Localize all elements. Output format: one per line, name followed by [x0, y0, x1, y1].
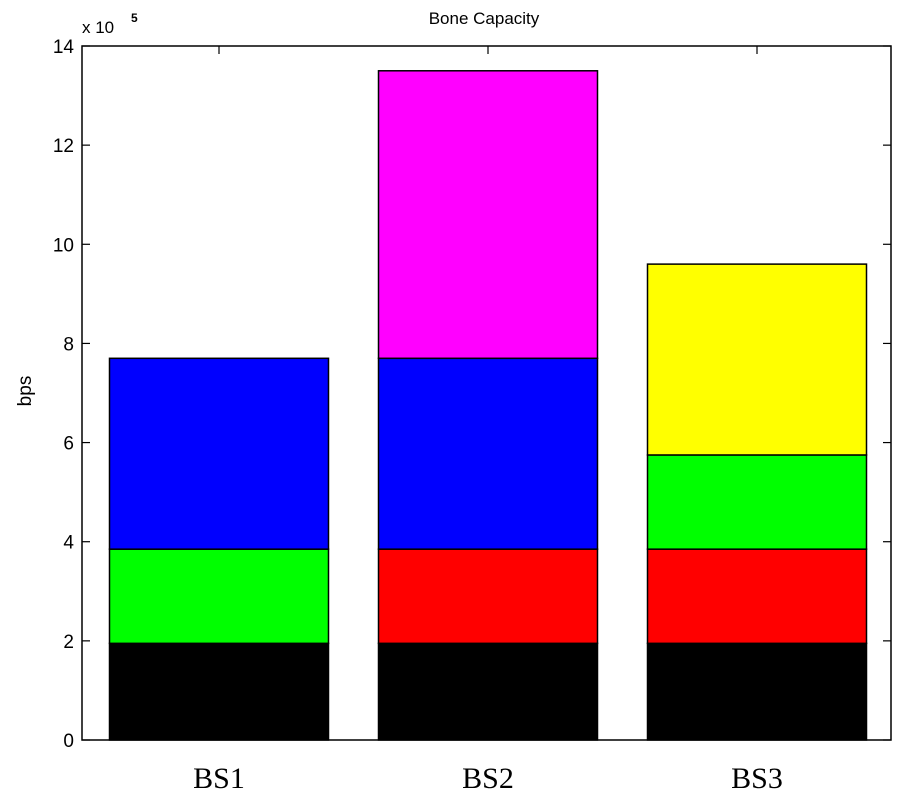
bar-segment-bs1-3	[108, 357, 330, 550]
bar-segment-bs3-4	[646, 263, 868, 456]
y-axis-multiplier-exponent: 5	[131, 11, 138, 25]
x-tick-label: BS2	[462, 762, 514, 795]
y-tick-label: 8	[63, 334, 74, 355]
y-tick-label: 14	[53, 37, 75, 58]
chart-title: Bone Capacity	[429, 9, 540, 28]
y-tick-label: 4	[63, 533, 74, 554]
y-axis-label: bps	[15, 376, 36, 407]
y-tick-label: 0	[63, 731, 74, 752]
ticks-layer: BS1 BS2 BS3 0 2 4 6 8 10 12 14	[53, 37, 891, 795]
bar-segment-bs3-1	[646, 642, 868, 741]
x-tick-label: BS1	[193, 762, 245, 795]
y-tick-label: 12	[53, 136, 74, 157]
bar-segment-bs2-4	[377, 70, 599, 360]
bar-segment-bs2-1	[377, 642, 599, 741]
bar-segment-bs3-2	[646, 548, 868, 645]
x-tick-label: BS3	[731, 762, 783, 795]
bar-segment-bs1-2	[108, 548, 330, 645]
bar-segment-bs2-3	[377, 357, 599, 550]
bars-layer	[108, 70, 868, 741]
y-tick-label: 6	[63, 434, 74, 455]
plot-frame	[81, 45, 892, 741]
bar-segment-bs1-1	[108, 642, 330, 741]
y-tick-label: 2	[63, 632, 74, 653]
bar-segment-bs2-2	[377, 548, 599, 645]
y-tick-label: 10	[53, 235, 74, 256]
bar-segment-bs3-3	[646, 454, 868, 550]
y-axis-multiplier-base: x 10	[82, 18, 114, 37]
